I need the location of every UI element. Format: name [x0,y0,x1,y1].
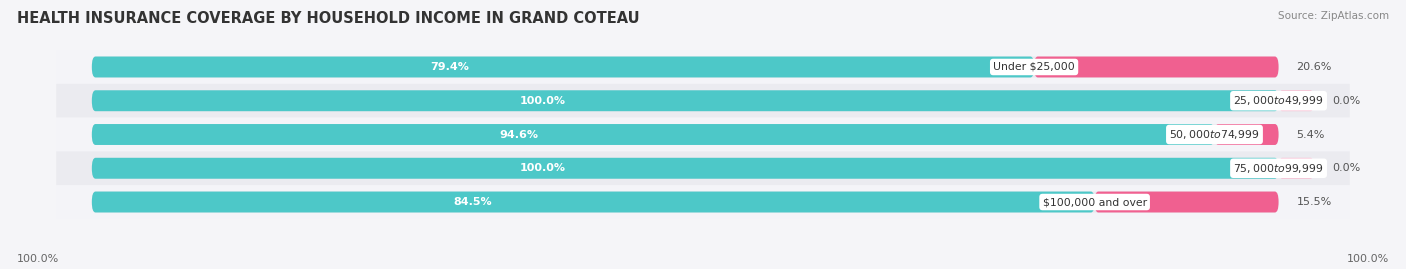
FancyBboxPatch shape [91,158,1278,179]
FancyBboxPatch shape [1278,90,1315,111]
Text: $25,000 to $49,999: $25,000 to $49,999 [1233,94,1323,107]
Text: 20.6%: 20.6% [1296,62,1331,72]
FancyBboxPatch shape [91,56,1278,77]
Text: Source: ZipAtlas.com: Source: ZipAtlas.com [1278,11,1389,21]
Text: 84.5%: 84.5% [454,197,492,207]
FancyBboxPatch shape [56,185,1350,219]
FancyBboxPatch shape [91,56,1033,77]
FancyBboxPatch shape [1215,124,1278,145]
FancyBboxPatch shape [91,90,1278,111]
FancyBboxPatch shape [91,124,1278,145]
FancyBboxPatch shape [91,124,1215,145]
FancyBboxPatch shape [1033,56,1278,77]
FancyBboxPatch shape [56,50,1350,84]
Text: 94.6%: 94.6% [499,129,538,140]
Text: 0.0%: 0.0% [1331,163,1360,173]
Text: 5.4%: 5.4% [1296,129,1324,140]
FancyBboxPatch shape [91,90,1278,111]
Text: $100,000 and over: $100,000 and over [1043,197,1147,207]
Text: 15.5%: 15.5% [1296,197,1331,207]
Text: HEALTH INSURANCE COVERAGE BY HOUSEHOLD INCOME IN GRAND COTEAU: HEALTH INSURANCE COVERAGE BY HOUSEHOLD I… [17,11,640,26]
Text: 100.0%: 100.0% [17,254,59,264]
FancyBboxPatch shape [1278,158,1315,179]
FancyBboxPatch shape [56,118,1350,151]
FancyBboxPatch shape [91,192,1095,213]
FancyBboxPatch shape [1095,192,1278,213]
Text: $75,000 to $99,999: $75,000 to $99,999 [1233,162,1323,175]
FancyBboxPatch shape [91,192,1278,213]
FancyBboxPatch shape [56,84,1350,118]
Text: 100.0%: 100.0% [520,96,565,106]
Text: 100.0%: 100.0% [520,163,565,173]
Text: 0.0%: 0.0% [1331,96,1360,106]
Text: $50,000 to $74,999: $50,000 to $74,999 [1170,128,1260,141]
Text: 100.0%: 100.0% [1347,254,1389,264]
FancyBboxPatch shape [56,151,1350,185]
FancyBboxPatch shape [91,158,1278,179]
Text: 79.4%: 79.4% [430,62,470,72]
Text: Under $25,000: Under $25,000 [993,62,1076,72]
